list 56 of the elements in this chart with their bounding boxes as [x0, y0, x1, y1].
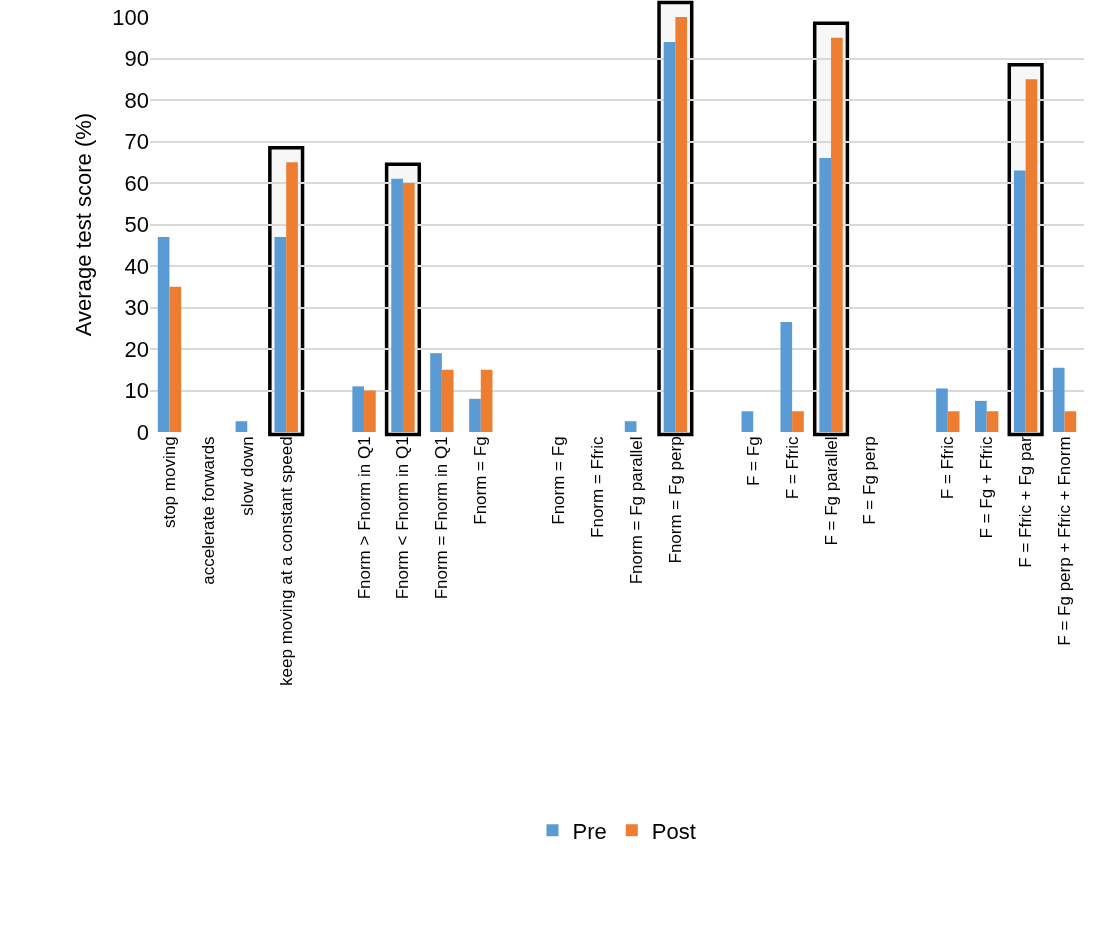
y-tick-label: 70 [124, 129, 149, 155]
bar [975, 400, 987, 432]
bar [1013, 170, 1026, 432]
bar [947, 411, 960, 432]
x-tick-label: F = Ffric + Fg par [1016, 436, 1036, 568]
x-tick-label: Fnorm = Fg perp [665, 436, 685, 564]
x-tick-label: stop moving [159, 436, 179, 529]
bar [1052, 367, 1065, 432]
y-tick-label: 30 [124, 295, 149, 321]
y-axis-title: Average test score (%) [71, 112, 97, 337]
x-tick-label: slow down [237, 436, 257, 516]
bar [780, 322, 793, 432]
legend-label: Pre [572, 818, 607, 844]
x-tick-label: Fnorm = Ffric [588, 435, 608, 538]
y-tick-label: 90 [124, 46, 149, 72]
bar [352, 386, 365, 432]
y-tick-label: 10 [124, 378, 149, 404]
legend-label: Post [651, 818, 696, 844]
x-tick-label: F = Fg perp + Ffric + Fnorm [1055, 436, 1075, 646]
bar [430, 353, 442, 432]
bar [819, 158, 832, 432]
x-tick-label: keep moving at a constant speed [276, 436, 296, 686]
x-tick-label: Fnorm > Fnorm in Q1 [354, 436, 374, 600]
x-tick-label: accelerate forwards [198, 436, 218, 585]
bar [169, 286, 182, 432]
y-tick-label: 20 [124, 336, 149, 362]
bar [274, 236, 287, 432]
bar [792, 411, 804, 432]
y-tick-label: 0 [136, 419, 149, 445]
bar [469, 398, 481, 432]
y-tick-label: 40 [124, 253, 149, 279]
y-tick-label: 80 [124, 87, 149, 113]
bar [1064, 411, 1077, 432]
bar [936, 388, 948, 432]
x-tick-label: F = Ffric [782, 435, 802, 500]
y-tick-label: 50 [124, 212, 149, 238]
x-tick-label: F = Fg [743, 436, 763, 487]
x-tick-label: Fnorm = Fg [549, 436, 569, 525]
bar [441, 369, 454, 432]
x-tick-label: Fnorm < Fnorm in Q1 [393, 436, 413, 600]
x-tick-label: Fnorm = Fnorm in Q1 [432, 436, 452, 600]
bar [157, 236, 170, 432]
bar [986, 411, 999, 432]
bar [364, 390, 376, 432]
x-tick-label: Fnorm = Fg parallel [626, 436, 646, 585]
x-tick-label: F = Ffric [938, 435, 958, 500]
x-tick-label: F = Fg + Ffric [977, 435, 997, 539]
x-tick-label: Fnorm = Fg [471, 436, 491, 525]
bar [741, 411, 754, 432]
bar [624, 421, 637, 432]
y-tick-label: 100 [112, 4, 149, 30]
y-tick-label: 60 [124, 170, 149, 196]
bar [235, 421, 248, 432]
bar [480, 369, 493, 432]
x-tick-label: F = Fg perp [860, 436, 880, 525]
x-tick-label: F = Fg parallel [821, 436, 841, 546]
